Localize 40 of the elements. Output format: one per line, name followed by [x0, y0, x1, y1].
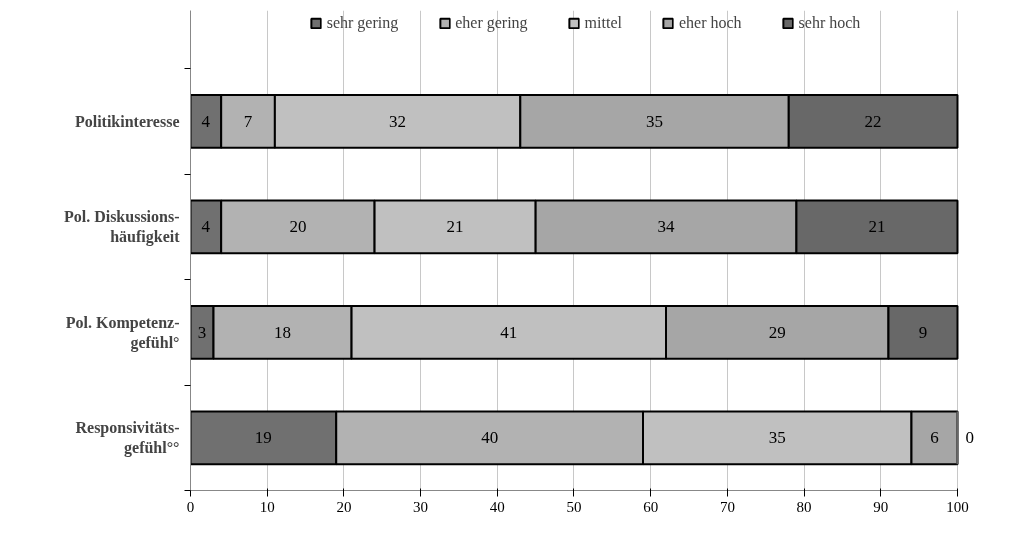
y-tick-label: Politikinteresse: [74, 112, 180, 130]
x-tick-label: 90: [873, 498, 889, 515]
x-tick-label: 40: [489, 498, 505, 515]
x-tick-label: 0: [186, 498, 195, 515]
x-tick-label: 30: [413, 498, 429, 515]
x-tick-label: 100: [946, 498, 969, 515]
data-label: 34: [657, 217, 676, 237]
data-label: 6: [930, 428, 939, 448]
legend-label: sehr hoch: [798, 14, 861, 32]
data-label: 35: [768, 428, 786, 448]
data-label: 21: [868, 217, 886, 237]
data-label: 4: [201, 217, 211, 237]
data-label: 29: [768, 322, 786, 342]
data-label: 7: [243, 111, 253, 131]
x-tick-label: 60: [643, 498, 659, 515]
data-label: 20: [289, 217, 307, 237]
x-tick-label: 80: [796, 498, 812, 515]
legend-label: mittel: [584, 14, 622, 32]
y-tick-label: Pol. Kompetenz- gefühl°: [65, 313, 180, 352]
data-label: 41: [500, 322, 518, 342]
legend-label: eher hoch: [678, 14, 742, 32]
data-label: 35: [646, 111, 664, 131]
data-label: 0: [965, 428, 974, 448]
data-label: 9: [918, 322, 928, 342]
x-tick-label: 10: [259, 498, 275, 515]
legend-label: sehr gering: [326, 14, 399, 32]
x-tick-label: 50: [566, 498, 582, 515]
data-label: 32: [389, 111, 407, 131]
data-label: 18: [274, 322, 292, 342]
data-label: 19: [254, 428, 272, 448]
data-label: 4: [201, 111, 211, 131]
x-tick-label: 70: [719, 498, 735, 515]
y-tick-label: Responsivitäts- gefühl°°: [75, 419, 180, 458]
data-label: 22: [864, 111, 882, 131]
data-label: 40: [481, 428, 499, 448]
data-label: 21: [446, 217, 464, 237]
legend-label: eher gering: [455, 14, 528, 32]
x-tick-label: 20: [336, 498, 352, 515]
data-label: 3: [197, 322, 207, 342]
y-tick-label: Pol. Diskussions- häufigkeit: [63, 208, 181, 247]
